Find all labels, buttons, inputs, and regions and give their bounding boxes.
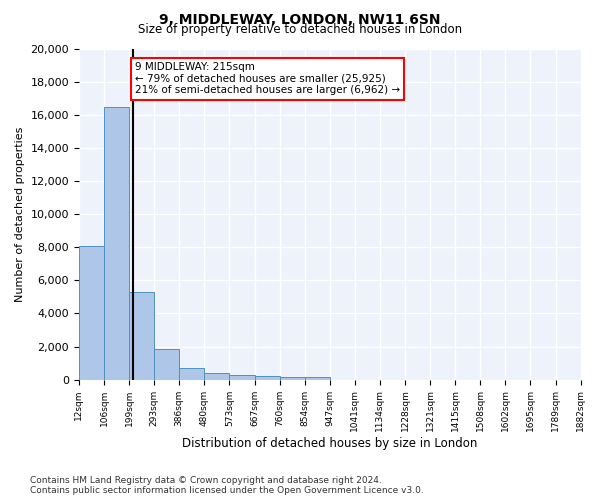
Y-axis label: Number of detached properties: Number of detached properties <box>15 126 25 302</box>
Bar <box>205 374 229 380</box>
Bar <box>229 376 254 380</box>
Text: Contains HM Land Registry data © Crown copyright and database right 2024.
Contai: Contains HM Land Registry data © Crown c… <box>30 476 424 495</box>
X-axis label: Distribution of detached houses by size in London: Distribution of detached houses by size … <box>182 437 478 450</box>
Bar <box>104 107 129 380</box>
Text: 9, MIDDLEWAY, LONDON, NW11 6SN: 9, MIDDLEWAY, LONDON, NW11 6SN <box>159 12 441 26</box>
Text: Size of property relative to detached houses in London: Size of property relative to detached ho… <box>138 22 462 36</box>
Bar <box>154 349 179 380</box>
Bar <box>305 378 330 380</box>
Bar <box>179 368 205 380</box>
Bar <box>129 292 154 380</box>
Bar <box>254 376 280 380</box>
Bar <box>280 377 305 380</box>
Bar <box>79 246 104 380</box>
Text: 9 MIDDLEWAY: 215sqm
← 79% of detached houses are smaller (25,925)
21% of semi-de: 9 MIDDLEWAY: 215sqm ← 79% of detached ho… <box>134 62 400 96</box>
